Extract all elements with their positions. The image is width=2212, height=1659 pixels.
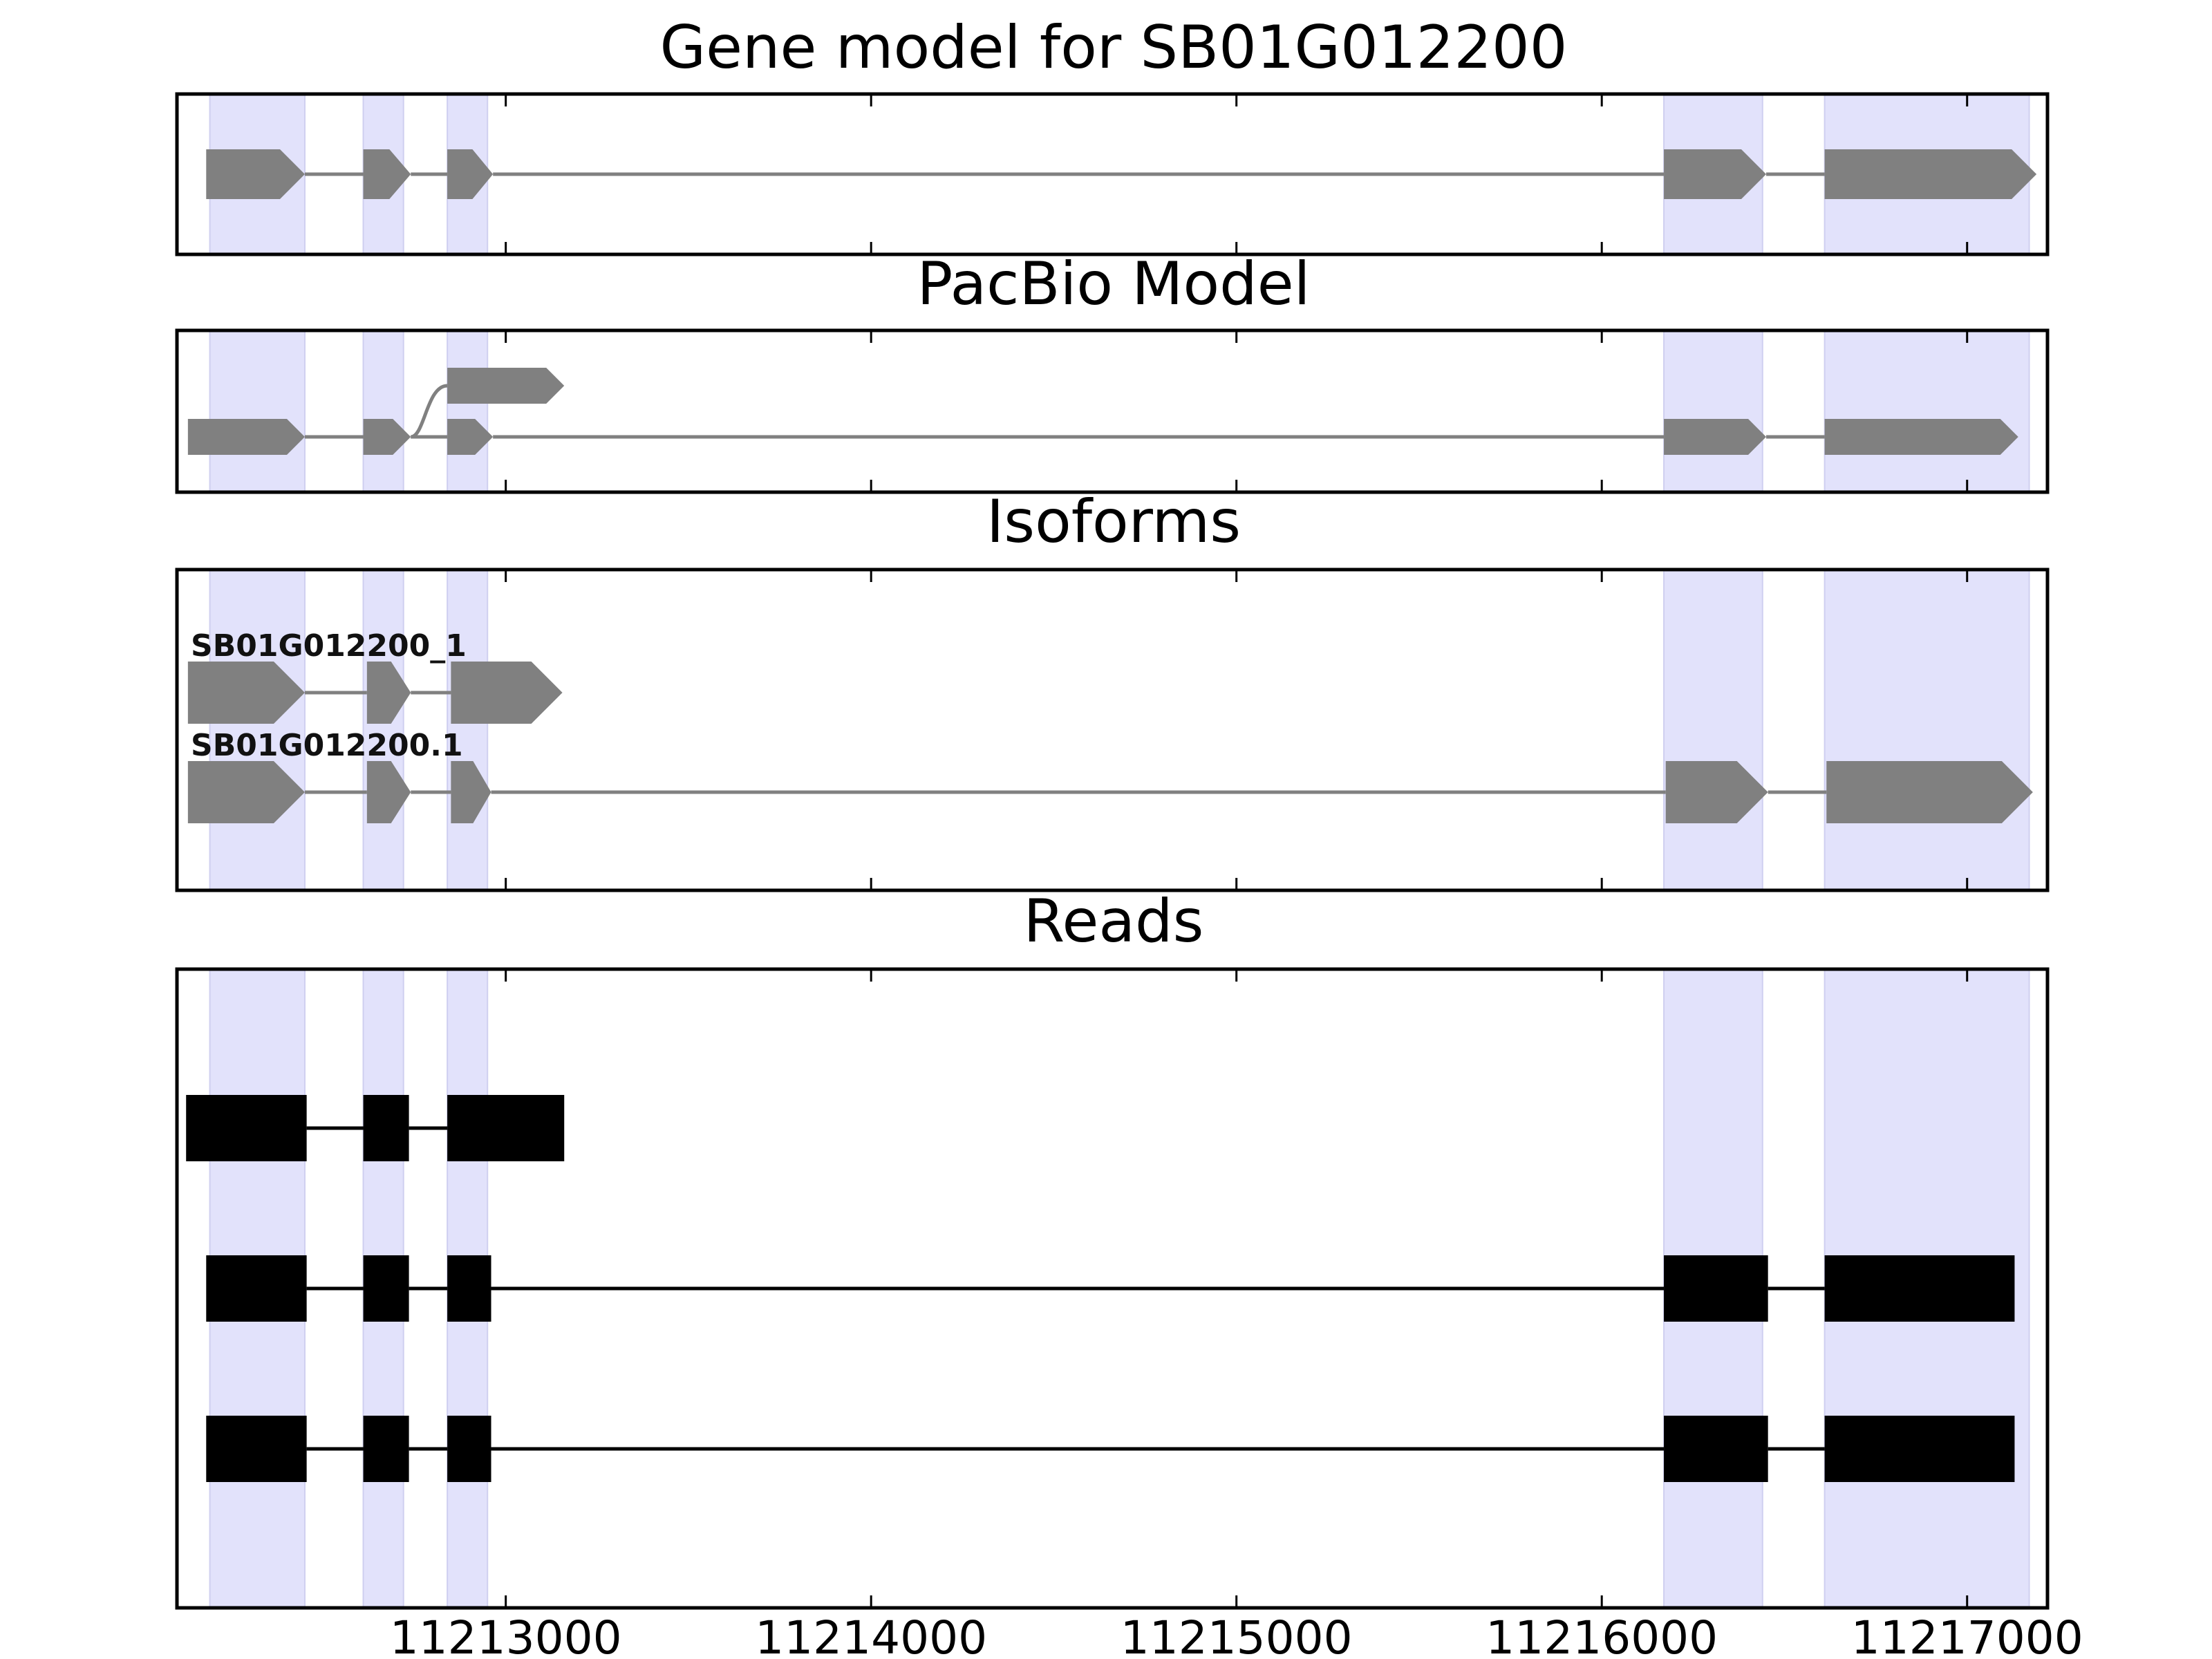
panel-gene-model: Gene model for SB01G012200: [175, 13, 2050, 256]
read-exon-block: [206, 1255, 307, 1322]
exon-band: [1824, 569, 2030, 891]
exon-arrow: [451, 662, 563, 724]
panel-title-reads: Reads: [1024, 887, 1204, 956]
exon-band: [1824, 330, 2030, 493]
exon-band: [1663, 330, 1763, 493]
exon-arrow: [1665, 761, 1768, 823]
read-exon-block: [186, 1095, 307, 1161]
read-exon-block: [1824, 1416, 2015, 1482]
panel-frame: [175, 328, 2050, 494]
exon-arrow: [447, 368, 565, 404]
read-exon-block: [447, 1095, 565, 1161]
read-exon-block: [206, 1416, 307, 1482]
panel-reads: Reads: [175, 887, 2050, 1610]
exon-arrow: [1824, 419, 2018, 455]
x-tick-label: 11215000: [1121, 1611, 1353, 1659]
exon-arrow: [187, 419, 305, 455]
exon-band: [209, 330, 306, 493]
exon-arrow: [447, 419, 494, 455]
exon-arrow: [187, 662, 305, 724]
read-exon-block: [363, 1416, 409, 1482]
panel-title-isoforms: Isoforms: [986, 487, 1241, 556]
exon-band: [209, 569, 306, 891]
read-exon-block: [1824, 1255, 2015, 1322]
x-tick-label: 11217000: [1851, 1611, 2083, 1659]
exon-arrow: [1826, 761, 2033, 823]
panel-frame: [175, 967, 2050, 1610]
x-axis: 11213000 11214000 11215000 11216000 11217000: [390, 1611, 2083, 1659]
x-tick-label: 11213000: [390, 1611, 622, 1659]
panel-frame: [175, 92, 2050, 256]
exon-arrow: [1664, 419, 1767, 455]
exon-arrow: [447, 149, 494, 199]
exon-band: [447, 330, 489, 493]
panel-pacbio-model: PacBio Model: [175, 250, 2050, 494]
read-exon-block: [363, 1095, 409, 1161]
exon-arrow: [451, 761, 491, 823]
exon-band: [447, 569, 489, 891]
exon-band: [1663, 569, 1763, 891]
exon-band: [362, 330, 404, 493]
exon-arrow: [206, 149, 305, 199]
x-tick-label: 11214000: [755, 1611, 987, 1659]
panel-title-gene-model: Gene model for SB01G012200: [660, 13, 1568, 82]
read-exon-block: [447, 1416, 491, 1482]
exon-arrow: [1824, 149, 2037, 199]
x-tick-label: 11216000: [1485, 1611, 1718, 1659]
exon-band: [362, 569, 404, 891]
isoform-label: SB01G012200.1: [191, 728, 463, 763]
panel-title-pacbio-model: PacBio Model: [917, 250, 1310, 319]
read-exon-block: [1664, 1255, 1768, 1322]
panel-isoforms: Isoforms SB01G012200_1 SB01G012200.1: [175, 487, 2050, 892]
isoform-label: SB01G012200_1: [191, 628, 467, 664]
branch-curve: [410, 384, 448, 439]
exon-arrow: [366, 662, 411, 724]
exon-arrow: [187, 761, 305, 823]
read-exon-block: [1664, 1416, 1768, 1482]
exon-arrow: [366, 761, 411, 823]
exon-arrow: [363, 419, 411, 455]
panel-frame: [175, 568, 2050, 892]
exon-arrow: [1664, 149, 1767, 199]
exon-arrow: [363, 149, 411, 199]
read-exon-block: [363, 1255, 409, 1322]
read-exon-block: [447, 1255, 491, 1322]
